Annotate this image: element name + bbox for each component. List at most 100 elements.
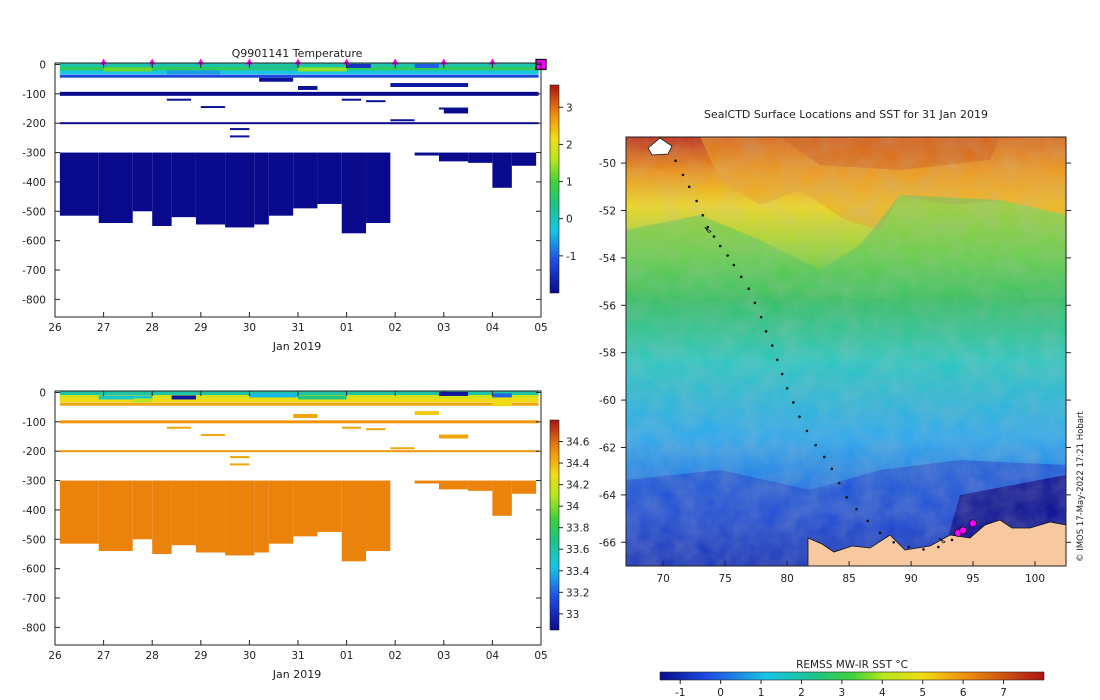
latitude-tick-label: -54 xyxy=(599,253,616,265)
y-tick-label: 0 xyxy=(39,387,46,399)
latitude-tick-label: -56 xyxy=(599,300,616,312)
colorbar-tick-label: 34.4 xyxy=(566,458,590,470)
x-tick-label: 30 xyxy=(243,322,256,334)
temperature-data-layer xyxy=(59,58,547,234)
sst-colorbar-tick-label: 6 xyxy=(960,687,967,699)
p1-depth-column xyxy=(468,152,493,163)
sst-colorbar: REMSS MW-IR SST °C -1 0 1 2 3 4 5 6 7 xyxy=(659,659,1045,699)
p2-depth-column xyxy=(317,480,342,532)
p1-depth-column xyxy=(152,152,172,226)
track-point xyxy=(747,287,751,290)
salinity-colorbar: 34.6 34.4 34.2 34 33.8 33.6 33.4 33.2 33 xyxy=(549,419,590,631)
salinity-x-label: Jan 2019 xyxy=(272,668,321,681)
track-point xyxy=(878,531,882,535)
p1-depth-row xyxy=(59,122,539,125)
x-tick-label: 29 xyxy=(194,322,207,334)
p1-depth-column xyxy=(195,152,226,225)
track-point xyxy=(739,275,743,279)
y-tick-label: -100 xyxy=(22,417,46,429)
p2-depth-column xyxy=(366,480,391,552)
p2-depth-row xyxy=(59,402,539,406)
seal-track xyxy=(674,159,978,551)
p2-depth-column xyxy=(254,480,269,553)
longitude-axis: 70 75 80 85 90 95 100 xyxy=(656,561,1045,585)
x-tick-label: 03 xyxy=(437,322,450,334)
y-tick-label: -600 xyxy=(22,236,46,248)
p1-depth-column xyxy=(293,152,318,209)
salinity-panel: 26 27 28 29 30 31 01 02 03 04 05 0 -100 -200 -300 -400… xyxy=(22,387,590,681)
p2-depth-column xyxy=(492,480,512,516)
p1-depth-column xyxy=(254,152,269,225)
y-tick-label: 0 xyxy=(39,59,46,71)
longitude-tick-label: 80 xyxy=(780,573,793,585)
p1-depth-row xyxy=(59,63,539,69)
p1-depth-column xyxy=(225,152,255,228)
temperature-title: Q9901141 Temperature xyxy=(232,47,363,60)
temperature-accent-cell xyxy=(298,85,318,90)
temperature-accent-cell xyxy=(346,63,371,68)
p1-profile-segment xyxy=(341,98,362,101)
x-tick-label: 30 xyxy=(243,650,256,662)
y-tick-label: -800 xyxy=(22,622,46,634)
p1-depth-row xyxy=(59,70,539,75)
track-point xyxy=(732,263,736,267)
longitude-tick-label: 100 xyxy=(1025,573,1045,585)
salinity-accent-cell xyxy=(293,413,318,418)
latitude-tick-label: -58 xyxy=(599,348,616,360)
temperature-accent-cell xyxy=(390,83,469,88)
latitude-tick-label: -62 xyxy=(599,442,616,454)
salinity-x-axis: 26 27 28 29 30 31 01 02 03 04 05 xyxy=(48,391,548,662)
longitude-tick-label: 75 xyxy=(718,573,731,585)
p2-profile-segment xyxy=(341,426,362,429)
track-point xyxy=(798,415,801,418)
colorbar-tick-label: 33.8 xyxy=(566,523,589,535)
x-tick-label: 01 xyxy=(340,322,353,334)
track-point xyxy=(706,225,710,229)
sst-colorbar-tick-label: 5 xyxy=(919,687,926,699)
p1-depth-row xyxy=(59,74,539,78)
p1-depth-column xyxy=(492,152,512,188)
p1-profile-segment xyxy=(200,106,226,109)
colorbar-tick-label: 34.6 xyxy=(566,437,590,449)
salinity-accent-cell xyxy=(492,402,512,407)
track-point xyxy=(674,159,677,163)
p1-depth-column xyxy=(317,152,342,204)
salinity-accent-cell xyxy=(132,398,153,403)
salinity-accent-cell xyxy=(492,393,512,398)
colorbar-tick-label: 3 xyxy=(566,102,573,114)
track-point xyxy=(775,358,779,362)
p2-depth-column xyxy=(225,480,255,556)
track-point xyxy=(718,244,722,248)
colorbar-tick-label: 33.6 xyxy=(566,544,590,556)
x-tick-label: 05 xyxy=(534,322,547,334)
track-point xyxy=(892,540,896,544)
x-tick-label: 02 xyxy=(389,650,402,662)
sst-colorbar-tick-label: 7 xyxy=(1000,687,1007,699)
track-point xyxy=(712,235,716,238)
colorbar-tick-label: 2 xyxy=(566,139,573,151)
y-tick-label: -200 xyxy=(22,446,46,458)
p2-depth-column xyxy=(341,480,367,562)
temperature-accent-cell xyxy=(259,77,294,82)
temperature-accent-cell xyxy=(249,65,298,70)
kerguelen-island xyxy=(647,137,673,156)
salinity-accent-cell xyxy=(171,395,196,400)
y-tick-label: -500 xyxy=(22,534,46,546)
track-point xyxy=(753,301,757,305)
x-tick-label: 26 xyxy=(48,650,62,662)
y-tick-label: -800 xyxy=(22,294,46,306)
track-marker xyxy=(938,537,946,544)
x-tick-label: 05 xyxy=(534,650,547,662)
p2-profile-segment xyxy=(200,434,226,437)
p1-depth-column xyxy=(341,152,367,234)
track-point xyxy=(845,495,848,499)
track-point xyxy=(726,254,729,257)
track-point xyxy=(805,429,809,433)
p2-depth-column xyxy=(511,480,537,494)
p2-depth-column xyxy=(468,480,493,491)
track-point xyxy=(780,372,784,376)
longitude-tick-label: 95 xyxy=(966,573,979,585)
x-tick-label: 28 xyxy=(146,322,159,334)
salinity-data-layer xyxy=(59,391,539,562)
